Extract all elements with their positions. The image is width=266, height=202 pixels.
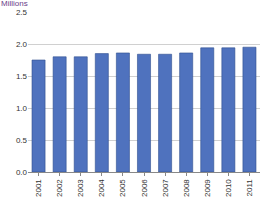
svg-text:0.0: 0.0 (16, 168, 28, 177)
svg-text:2010: 2010 (224, 179, 233, 197)
svg-text:2011: 2011 (245, 179, 254, 197)
svg-text:2002: 2002 (55, 179, 64, 197)
svg-text:2001: 2001 (34, 179, 43, 197)
svg-text:1.0: 1.0 (16, 104, 28, 113)
svg-text:0.5: 0.5 (16, 136, 28, 145)
svg-text:2009: 2009 (203, 179, 212, 197)
svg-text:2004: 2004 (97, 179, 106, 197)
svg-text:2.5: 2.5 (16, 8, 28, 17)
svg-text:2008: 2008 (182, 179, 191, 197)
svg-text:2006: 2006 (140, 179, 149, 197)
svg-text:2003: 2003 (76, 179, 85, 197)
svg-text:2005: 2005 (119, 179, 128, 197)
svg-text:2.0: 2.0 (16, 40, 28, 49)
svg-text:Millions: Millions (1, 0, 28, 8)
svg-text:1.5: 1.5 (16, 72, 28, 81)
svg-text:2007: 2007 (161, 179, 170, 197)
